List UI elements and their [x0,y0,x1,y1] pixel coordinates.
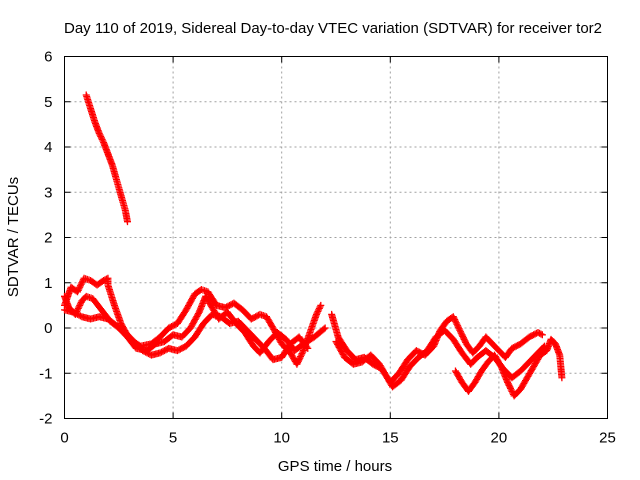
series-1 [61,274,325,368]
data-point [451,317,459,325]
data-point [95,129,103,137]
data-point [76,282,84,290]
data-point [508,387,516,395]
data-point [74,286,82,294]
data-point [75,303,83,311]
data-points [61,91,566,400]
y-tick-label: 6 [44,49,52,66]
data-point [304,344,312,352]
y-tick-label: 0 [44,320,52,337]
axis-ticks [64,56,608,419]
series-5 [328,310,546,386]
data-point [293,360,301,368]
y-tick-label: 4 [44,139,52,156]
data-point [98,135,106,143]
data-point [312,310,320,318]
data-point [458,331,466,339]
data-point [321,324,329,332]
data-point [298,350,306,358]
data-point [97,132,105,140]
data-point [78,279,86,287]
data-point [76,301,84,309]
series-3 [61,306,312,364]
data-point [454,322,462,330]
x-tick-label: 0 [60,430,68,447]
data-point [295,356,303,364]
data-point [460,335,468,343]
data-point [297,351,305,359]
x-tick-label: 15 [382,430,399,447]
y-tick-label: -2 [39,411,52,428]
data-point [537,330,545,338]
series-4 [82,91,131,226]
data-point [538,331,546,339]
data-point [75,285,83,293]
data-point [320,325,328,333]
data-point [506,383,514,391]
data-point [456,326,464,334]
x-tick-label: 20 [491,430,508,447]
data-point [504,378,512,386]
data-point [76,283,84,291]
data-point [297,353,305,361]
data-point [299,348,307,356]
y-axis-label: SDTVAR / TECUs [5,177,22,297]
data-point [452,319,460,327]
y-tick-label: 2 [44,230,52,247]
x-axis-label: GPS time / hours [278,458,392,475]
data-point [315,304,323,312]
y-tick-label: 5 [44,94,52,111]
chart-title: Day 110 of 2019, Sidereal Day-to-day VTE… [64,20,602,37]
data-point [303,343,311,351]
data-point [317,301,325,309]
data-point [296,354,304,362]
axis-tick-labels: 0 5 10 15 20 25 -2 -1 0 1 2 3 4 5 6 [39,49,616,447]
data-point [97,134,105,142]
series-7 [451,335,566,400]
data-point [74,288,82,296]
x-tick-label: 5 [169,430,177,447]
data-point [505,381,513,389]
data-point [449,313,457,321]
data-point [506,384,514,392]
series-6 [332,326,549,391]
data-point [294,359,302,367]
data-point [457,329,465,337]
data-point [504,380,512,388]
y-tick-label: 3 [44,184,52,201]
data-point [451,316,459,324]
data-point [76,300,84,308]
data-point [315,306,323,314]
data-point [461,337,469,345]
y-tick-label: 1 [44,275,52,292]
data-point [74,304,82,312]
y-tick-label: -1 [39,365,52,382]
data-point [96,131,104,139]
data-point [294,357,302,365]
data-point [77,280,85,288]
data-point [314,307,322,315]
data-point [459,334,467,342]
data-point [455,325,463,333]
x-tick-label: 25 [599,430,616,447]
data-point [313,309,321,317]
data-point [450,314,458,322]
data-point [457,328,465,336]
data-point [316,303,324,311]
data-point [558,374,566,382]
data-point [454,323,462,331]
data-point [459,332,467,340]
x-tick-label: 10 [273,430,290,447]
data-point [123,218,131,226]
data-point [453,320,461,328]
data-point [507,386,515,394]
